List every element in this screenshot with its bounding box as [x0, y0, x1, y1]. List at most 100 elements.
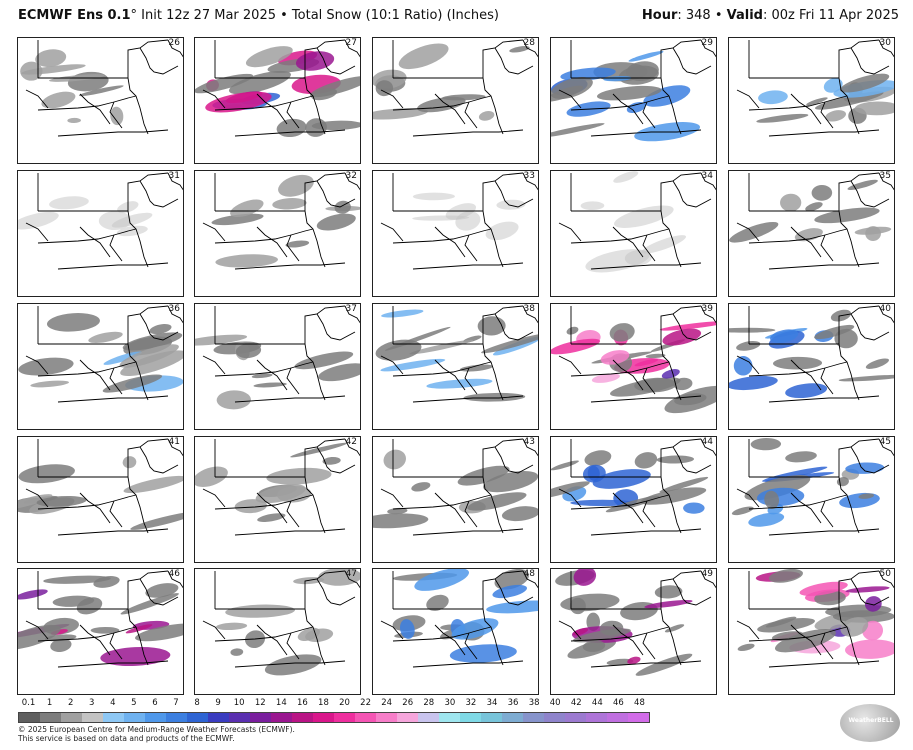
snow-contour — [814, 324, 855, 340]
colorbar-tick-label: 18 — [318, 698, 329, 708]
snow-contour — [628, 51, 664, 62]
state-border — [749, 305, 880, 345]
snow-contour — [216, 390, 251, 410]
snow-contour — [295, 51, 335, 71]
state-border — [850, 578, 890, 606]
snow-contour — [276, 118, 307, 138]
state-border — [344, 39, 360, 58]
snow-contour — [18, 624, 61, 650]
state-border — [838, 608, 860, 666]
ensemble-member-panel: 28 — [372, 37, 539, 164]
state-border — [464, 632, 478, 660]
state-border — [109, 500, 123, 528]
state-border — [25, 488, 49, 508]
snow-contour — [41, 91, 76, 109]
colorbar-tick-label: 42 — [570, 698, 582, 708]
state-border — [748, 228, 848, 244]
snowfall-map — [373, 438, 538, 536]
state-border — [25, 222, 49, 242]
snow-contour — [634, 452, 658, 469]
model-name: ECMWF Ens 0.1 — [18, 8, 131, 23]
state-border — [392, 626, 492, 642]
state-border — [286, 367, 300, 395]
state-border — [820, 500, 834, 528]
state-border — [464, 500, 478, 528]
state-border — [256, 624, 288, 656]
state-border — [820, 234, 834, 262]
state-border — [878, 39, 894, 58]
state-border — [558, 89, 582, 109]
state-border — [672, 446, 712, 474]
snow-contour — [620, 602, 658, 621]
state-border — [748, 494, 848, 510]
ensemble-member-panel: 33 — [372, 170, 539, 297]
state-border — [316, 313, 356, 341]
state-border — [234, 262, 346, 270]
valid-value: : 00z Fri 11 Apr 2025 — [762, 8, 899, 23]
snow-contour — [509, 46, 530, 53]
colorbar-tick-label: 30 — [444, 698, 456, 708]
snow-contour — [478, 110, 495, 121]
snow-contour — [373, 513, 429, 529]
snow-contour — [46, 313, 100, 332]
state-border — [234, 129, 346, 137]
snow-contour — [375, 80, 394, 97]
snowfall-map — [736, 39, 894, 137]
snow-contour — [483, 470, 538, 493]
state-border — [256, 226, 288, 258]
state-border — [393, 570, 524, 610]
snow-contour — [245, 46, 293, 68]
snow-contour — [768, 569, 803, 583]
snow-contour — [596, 85, 662, 101]
snow-contour — [592, 469, 651, 489]
colorbar-ticks: 0.1 1 2 3 4 5 6 7 8 9 10 12 14 16 18 20 22 24 26 28 30 32 34 36… — [18, 698, 650, 710]
state-border — [25, 620, 49, 640]
state-border — [286, 632, 300, 660]
snow-contour — [481, 333, 538, 354]
snow-contour — [67, 117, 81, 123]
snow-contour — [664, 624, 685, 633]
ensemble-member-panel: 44 — [550, 436, 717, 563]
snow-contour — [814, 207, 880, 224]
state-border — [304, 608, 326, 666]
state-border — [79, 359, 111, 391]
state-border — [558, 488, 582, 508]
map-title: ECMWF Ens 0.1° Init 12z 27 Mar 2025 • To… — [18, 8, 499, 23]
state-border — [139, 47, 179, 75]
colorbar-tick-label: 36 — [507, 698, 519, 708]
colorbar-tick-label: 2 — [67, 698, 74, 708]
snow-contour — [463, 392, 526, 402]
state-border — [215, 39, 346, 79]
state-border — [202, 89, 226, 109]
snow-contour — [35, 49, 67, 67]
snow-contour — [78, 85, 124, 97]
snow-contour — [36, 496, 87, 507]
snow-contour — [149, 324, 172, 335]
snow-contour — [823, 78, 843, 93]
weatherbell-logo — [840, 704, 900, 742]
state-border — [79, 93, 111, 125]
state-border — [612, 492, 644, 524]
state-border — [57, 129, 169, 137]
member-number: 41 — [168, 437, 180, 447]
snow-contour — [845, 639, 894, 659]
state-border — [412, 129, 524, 137]
valid-time: Hour: 348 • Valid: 00z Fri 11 Apr 2025 — [642, 8, 899, 23]
snowfall-map — [380, 569, 538, 668]
state-border — [590, 528, 702, 536]
state-border — [790, 93, 822, 125]
state-border — [304, 476, 326, 534]
state-border — [522, 570, 538, 589]
snow-contour — [654, 585, 683, 599]
snow-contour — [865, 226, 881, 242]
colorbar-swatch — [397, 713, 418, 722]
snowfall-map — [18, 172, 183, 270]
snow-contour — [683, 502, 705, 514]
state-border — [380, 222, 404, 242]
state-border — [139, 446, 179, 474]
state-border — [672, 313, 712, 341]
state-border — [748, 95, 848, 111]
snow-contour — [98, 211, 132, 231]
state-border — [234, 395, 346, 403]
snow-contour — [76, 597, 103, 615]
